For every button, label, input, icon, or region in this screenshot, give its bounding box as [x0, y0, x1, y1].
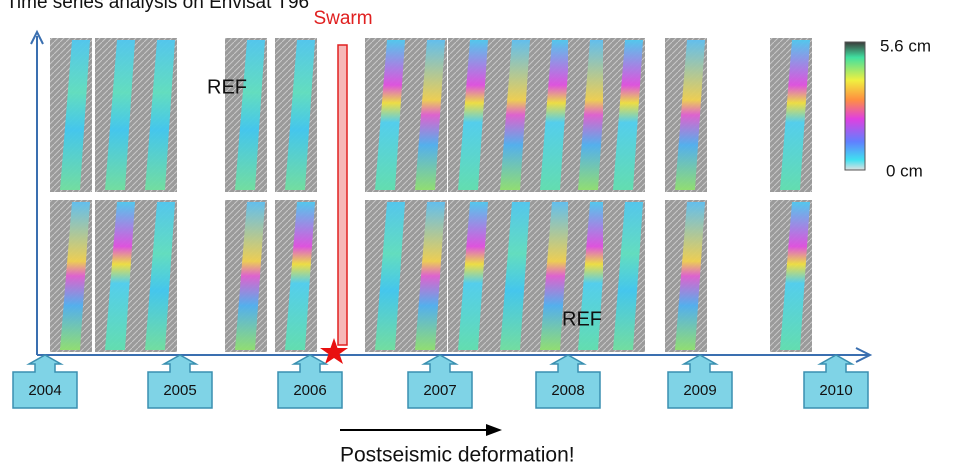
figure: Time series analysis on Envisat T96 Swar…	[0, 0, 955, 470]
colorbar-max: 5.6 cm	[880, 36, 931, 55]
year-label: 2009	[683, 382, 716, 399]
title: Time series analysis on Envisat T96	[6, 0, 309, 13]
year-label: 2006	[293, 382, 326, 399]
colorbar-min: 0 cm	[886, 161, 923, 180]
year-label: 2004	[28, 382, 61, 399]
ref-label: REF	[562, 308, 602, 330]
year-label: 2008	[551, 382, 584, 399]
annotation-arrowhead	[486, 424, 502, 436]
swarm-bar	[338, 45, 347, 345]
year-label: 2010	[819, 382, 852, 399]
year-callouts: 2004 2005 2006 2007 2008 2009 2010	[13, 355, 868, 408]
year-label: 2005	[163, 382, 196, 399]
annotation: Postseismic deformation!	[340, 444, 575, 467]
colorbar	[845, 42, 865, 170]
swarm-label: Swarm	[313, 8, 372, 29]
ref-label: REF	[207, 76, 247, 98]
year-label: 2007	[423, 382, 456, 399]
interferogram-tiles	[50, 38, 812, 352]
